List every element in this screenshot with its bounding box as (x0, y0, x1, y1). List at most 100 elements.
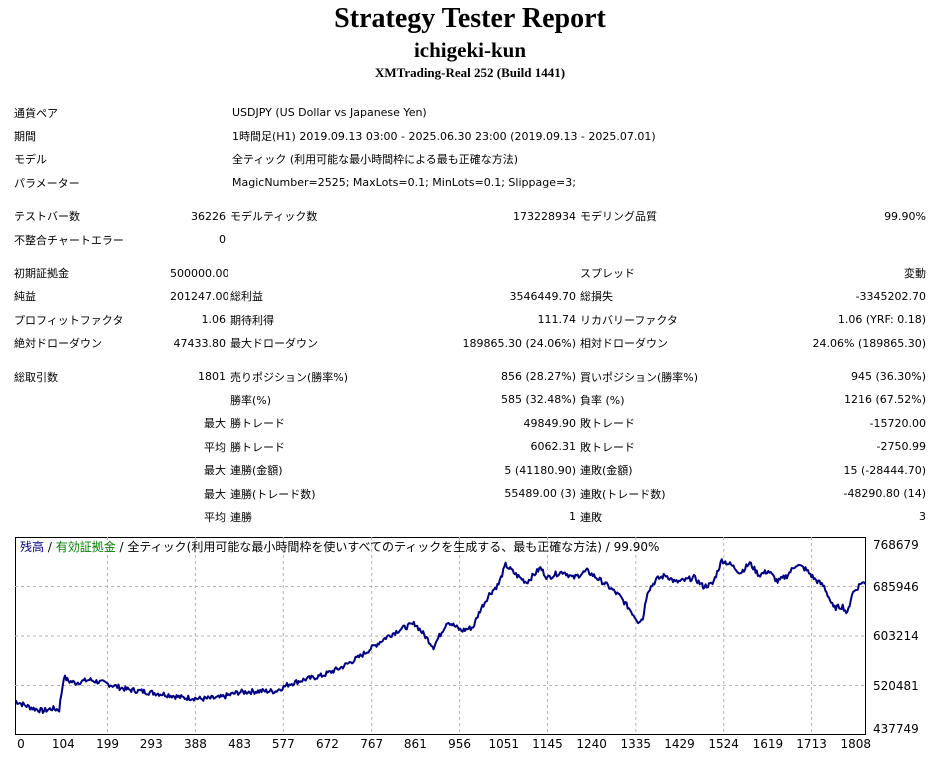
legend-balance: 残高 (20, 540, 45, 554)
gross-profit-label: 総利益 (230, 290, 263, 304)
largest-loss-label: 敗トレード (580, 417, 635, 431)
label: パラメーター (14, 176, 80, 190)
errors-value: 0 (219, 233, 226, 247)
label: モデル (14, 153, 47, 167)
chart-grid (15, 537, 866, 735)
average-label: 平均 (204, 440, 226, 454)
settings-row-period: 期間 1時間足(H1) 2019.09.13 03:00 - 2025.06.3… (12, 124, 928, 147)
largest-label: 最大 (204, 464, 226, 478)
x-tick-label: 293 (139, 737, 163, 751)
x-tick-label: 483 (228, 737, 252, 751)
y-tick-label: 520481 (873, 678, 919, 693)
legend-equity: 有効証拠金 (55, 540, 116, 554)
errors-row: 不整合チャートエラー 0 (12, 228, 928, 251)
average-row: 平均 勝トレード 6062.31 敗トレード -2750.99 (12, 435, 928, 458)
max-cons-profit-label: 連勝(トレード数) (230, 487, 316, 501)
x-tick-label: 388 (183, 737, 207, 751)
largest-row: 最大 勝トレード 49849.90 敗トレード -15720.00 (12, 412, 928, 435)
server-build: XMTrading-Real 252 (Build 1441) (374, 65, 566, 80)
settings-row-model: モデル 全ティック (利用可能な最小時間枠による最も正確な方法) (12, 148, 928, 171)
avg-consecutive-row: 平均 連勝 1 連敗 3 (12, 505, 928, 528)
x-tick-label: 104 (51, 737, 75, 751)
max-cons-loss2-label: 連敗(トレード数) (580, 487, 666, 501)
factor-row: プロフィットファクタ 1.06 期待利得 111.74 リカバリーファクタ 1.… (12, 308, 928, 331)
x-tick-label: 956 (448, 737, 472, 751)
pf-value: 1.06 (201, 313, 227, 327)
y-tick-label: 768679 (873, 538, 919, 552)
avg-cons-loss-value: 3 (919, 510, 927, 524)
max-cons-win-value: 5 (41180.90) (504, 463, 576, 477)
max-consecutive-row: 最大 連勝(金額) 5 (41180.90) 連敗(金額) 15 (-28444… (12, 458, 928, 481)
avg-cons-loss-label: 連敗 (580, 510, 602, 524)
max-consecutive-profit-row: 最大 連勝(トレード数) 55489.00 (3) 連敗(トレード数) -482… (12, 482, 928, 505)
quality-label: モデリング品質 (580, 210, 657, 224)
short-value: 856 (28.27%) (500, 370, 576, 384)
gross-loss-label: 総損失 (580, 290, 613, 304)
ea-name: ichigeki-kun (413, 38, 527, 62)
abs-dd-value: 47433.80 (173, 336, 227, 350)
x-tick-label: 1335 (620, 737, 652, 751)
value: 全ティック (利用可能な最小時間枠による最も正確な方法) (232, 153, 519, 167)
rf-label: リカバリーファクタ (580, 313, 678, 327)
rel-dd-value: 24.06% (189865.30) (812, 336, 927, 350)
max-cons-win-label: 連勝(金額) (230, 464, 283, 478)
legend-model-quality: / 全ティック(利用可能な最小時間枠を使いすべてのティックを生成する、最も正確な… (115, 540, 660, 554)
avg-win-value: 6062.31 (530, 440, 577, 454)
largest-win-value: 49849.90 (523, 416, 577, 430)
chart-legend: 残高 / 有効証拠金 / 全ティック(利用可能な最小時間枠を使いすべてのティック… (20, 540, 659, 554)
max-cons-loss-label: 連敗(金額) (580, 464, 633, 478)
long-value: 945 (36.30%) (850, 370, 927, 384)
expected-label: 期待利得 (230, 313, 274, 327)
value: MagicNumber=2525; MaxLots=0.1; MinLots=0… (232, 176, 576, 190)
settings-row-parameters: パラメーター MagicNumber=2525; MaxLots=0.1; Mi… (12, 171, 928, 194)
trades-total-row: 総取引数 1801 売りポジション(勝率%) 856 (28.27%) 買いポジ… (12, 365, 928, 388)
avg-cons-win-label: 連勝 (230, 510, 252, 524)
y-tick-label: 437749 (873, 722, 919, 736)
x-tick-label: 1145 (532, 737, 563, 751)
x-tick-label: 1524 (708, 737, 739, 751)
max-cons-profit-value: 55489.00 (3) (504, 487, 576, 501)
legend-separator: / (44, 540, 56, 554)
max-dd-label: 最大ドローダウン (230, 337, 318, 351)
profit-row: 純益 201247.00 総利益 3546449.70 総損失 -3345202… (12, 285, 928, 308)
x-tick-label: 1240 (576, 737, 607, 751)
win-value: 585 (32.48%) (500, 393, 576, 407)
x-tick-label: 1429 (664, 737, 695, 751)
value: 1時間足(H1) 2019.09.13 03:00 - 2025.06.30 2… (232, 130, 656, 144)
long-label: 買いポジション(勝率%) (580, 370, 699, 384)
balance-series-line (15, 558, 866, 714)
max-dd-value: 189865.30 (24.06%) (462, 336, 576, 350)
gross-loss-value: -3345202.70 (855, 289, 927, 303)
avg-loss-label: 敗トレード (580, 440, 635, 454)
x-tick-label: 199 (96, 737, 119, 751)
balance-chart (15, 537, 866, 735)
largest-loss-value: -15720.00 (869, 416, 927, 430)
y-tick-label: 685946 (873, 579, 919, 594)
total-value: 1801 (198, 370, 226, 384)
loss-label: 負率 (%) (580, 393, 625, 407)
avg-loss-value: -2750.99 (876, 440, 927, 454)
deposit-row: 初期証拠金 500000.00 スプレッド 変動 (12, 261, 928, 284)
settings-row-symbol: 通貨ペア USDJPY (US Dollar vs Japanese Yen) (12, 101, 928, 124)
average-label: 平均 (204, 510, 226, 524)
ticks-label: モデルティック数 (230, 210, 318, 224)
x-tick-label: 1619 (752, 737, 784, 751)
x-tick-label: 767 (360, 737, 384, 751)
bars-value: 36226 (191, 209, 226, 223)
expected-value: 111.74 (537, 313, 577, 327)
x-tick-label: 1713 (796, 737, 827, 751)
label: 期間 (14, 130, 36, 144)
win-label: 勝率(%) (230, 393, 272, 407)
ticks-value: 173228934 (513, 209, 576, 223)
net-value: 201247.00 (170, 289, 228, 303)
gross-profit-value: 3546449.70 (509, 289, 576, 303)
avg-cons-win-value: 1 (569, 510, 576, 524)
net-label: 純益 (14, 290, 36, 304)
loss-value: 1216 (67.52%) (843, 393, 927, 407)
bars-label: テストバー数 (14, 210, 80, 224)
x-tick-label: 0 (17, 737, 25, 751)
y-tick-label: 603214 (873, 629, 919, 643)
value: USDJPY (US Dollar vs Japanese Yen) (232, 106, 427, 120)
spread-label: スプレッド (580, 267, 635, 281)
quality-value: 99.90% (884, 209, 927, 223)
